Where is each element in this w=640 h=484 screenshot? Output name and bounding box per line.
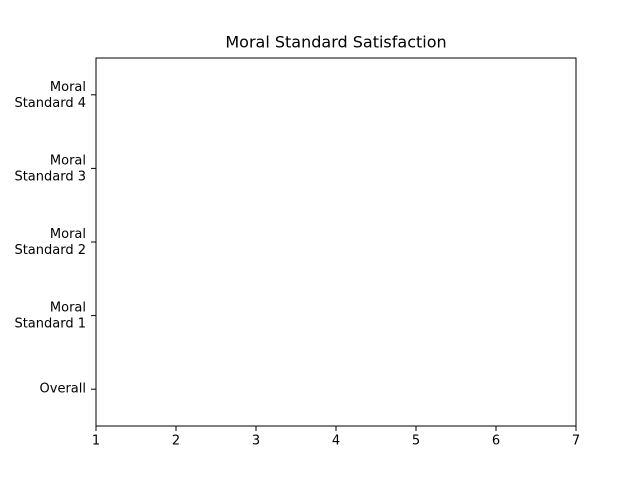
y-tick-label: Moral Standard 1 bbox=[14, 300, 86, 331]
y-tick-label: Moral Standard 2 bbox=[14, 227, 86, 258]
x-tick-label: 5 bbox=[412, 434, 420, 449]
y-tick-label: Moral Standard 3 bbox=[14, 153, 86, 184]
x-tick-label: 6 bbox=[492, 434, 500, 449]
y-tick-label: Moral Standard 4 bbox=[14, 79, 86, 110]
chart-title: Moral Standard Satisfaction bbox=[225, 33, 446, 52]
x-tick-label: 3 bbox=[252, 434, 260, 449]
x-tick-label: 2 bbox=[172, 434, 180, 449]
x-tick-label: 4 bbox=[332, 434, 340, 449]
y-tick-label: Overall bbox=[40, 382, 86, 397]
x-tick-label: 1 bbox=[92, 434, 100, 449]
x-tick-label: 7 bbox=[572, 434, 580, 449]
